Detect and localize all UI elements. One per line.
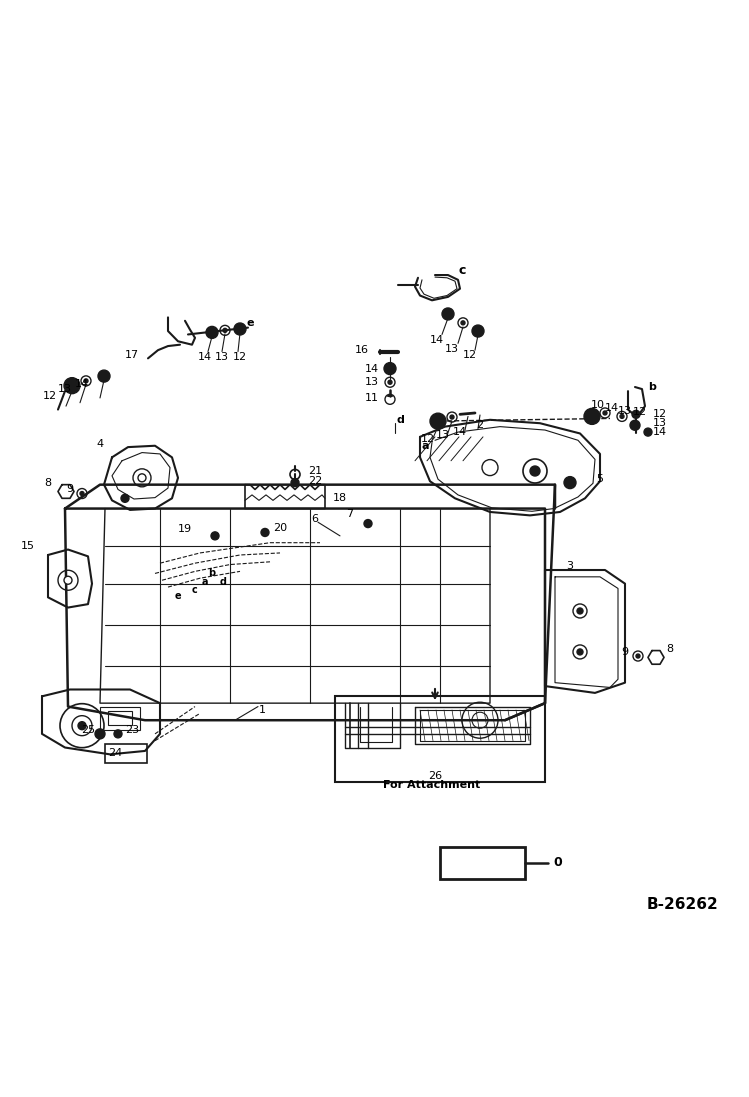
Text: 0: 0 xyxy=(554,857,562,870)
Circle shape xyxy=(234,323,246,335)
Text: 14: 14 xyxy=(75,380,89,389)
Text: 4: 4 xyxy=(97,439,103,449)
Circle shape xyxy=(78,722,86,730)
Text: 14: 14 xyxy=(605,403,619,412)
Text: 13: 13 xyxy=(58,384,72,394)
Circle shape xyxy=(644,428,652,437)
Text: 6: 6 xyxy=(312,513,318,523)
Circle shape xyxy=(461,320,465,325)
Circle shape xyxy=(577,649,583,655)
Text: 23: 23 xyxy=(125,725,139,735)
Text: 8: 8 xyxy=(44,478,52,488)
Circle shape xyxy=(80,491,84,496)
Text: c: c xyxy=(458,264,466,278)
Text: 16: 16 xyxy=(355,346,369,355)
Text: 5: 5 xyxy=(596,474,604,484)
Text: 12: 12 xyxy=(43,391,57,400)
Bar xyxy=(108,711,132,725)
Text: 26: 26 xyxy=(428,771,442,781)
Text: 13: 13 xyxy=(653,418,667,428)
Text: d: d xyxy=(219,577,226,587)
Text: For Attachment: For Attachment xyxy=(383,780,481,790)
Text: 13: 13 xyxy=(365,377,379,387)
Circle shape xyxy=(121,495,129,502)
Circle shape xyxy=(584,408,600,425)
Circle shape xyxy=(95,728,105,739)
Bar xyxy=(105,744,147,764)
Circle shape xyxy=(384,363,396,374)
Text: 14: 14 xyxy=(430,335,444,344)
Text: 13: 13 xyxy=(436,430,450,440)
Circle shape xyxy=(577,608,583,614)
Text: 13: 13 xyxy=(215,352,229,362)
Circle shape xyxy=(261,529,269,536)
Text: 12: 12 xyxy=(233,352,247,362)
Circle shape xyxy=(450,415,454,419)
Circle shape xyxy=(64,576,72,585)
Circle shape xyxy=(223,328,227,332)
Circle shape xyxy=(388,381,392,384)
Text: 18: 18 xyxy=(333,494,347,504)
Circle shape xyxy=(138,474,146,482)
Text: a: a xyxy=(421,441,428,451)
Circle shape xyxy=(211,532,219,540)
Text: 8: 8 xyxy=(667,644,673,654)
Circle shape xyxy=(636,654,640,658)
Text: 10: 10 xyxy=(591,399,605,410)
Text: 25: 25 xyxy=(81,725,95,735)
Text: c: c xyxy=(192,586,198,596)
Text: 12: 12 xyxy=(633,407,647,417)
Circle shape xyxy=(442,308,454,320)
Circle shape xyxy=(472,325,484,337)
Text: 17: 17 xyxy=(125,350,139,360)
Circle shape xyxy=(603,411,607,415)
Text: 15: 15 xyxy=(21,541,35,551)
Text: 7: 7 xyxy=(347,509,354,519)
Text: 2: 2 xyxy=(476,420,484,430)
Text: 19: 19 xyxy=(178,524,192,534)
Text: 21: 21 xyxy=(308,466,322,476)
Text: 12: 12 xyxy=(653,409,667,419)
Circle shape xyxy=(620,415,624,418)
Bar xyxy=(335,697,545,782)
Circle shape xyxy=(632,410,640,418)
Text: 11: 11 xyxy=(365,393,379,403)
Text: e: e xyxy=(175,591,181,601)
Circle shape xyxy=(564,476,576,488)
Circle shape xyxy=(364,520,372,528)
Bar xyxy=(100,706,140,731)
Text: 13: 13 xyxy=(445,343,459,354)
Circle shape xyxy=(291,478,299,487)
Circle shape xyxy=(206,327,218,338)
Text: 12: 12 xyxy=(421,434,435,444)
Text: a: a xyxy=(201,577,208,587)
Text: 12: 12 xyxy=(463,350,477,360)
Text: 1: 1 xyxy=(258,705,265,715)
Text: 9: 9 xyxy=(67,485,73,495)
Bar xyxy=(440,847,525,880)
Text: 20: 20 xyxy=(273,522,287,533)
Text: e: e xyxy=(246,318,254,328)
Text: 22: 22 xyxy=(308,476,322,486)
Text: 3: 3 xyxy=(566,561,574,570)
Circle shape xyxy=(430,414,446,429)
Circle shape xyxy=(530,466,540,476)
Text: d: d xyxy=(396,415,404,425)
Text: 14: 14 xyxy=(365,363,379,374)
Text: 14: 14 xyxy=(198,352,212,362)
Text: b: b xyxy=(648,382,656,392)
Text: B-26262: B-26262 xyxy=(646,897,718,912)
Text: 24: 24 xyxy=(108,748,122,758)
Circle shape xyxy=(84,378,88,383)
Circle shape xyxy=(98,370,110,382)
Circle shape xyxy=(64,377,80,394)
Text: b: b xyxy=(208,568,216,578)
Circle shape xyxy=(114,730,122,738)
Text: 14: 14 xyxy=(653,427,667,437)
Text: 13: 13 xyxy=(618,406,632,416)
Text: 14: 14 xyxy=(453,427,467,437)
Circle shape xyxy=(630,420,640,430)
Text: 9: 9 xyxy=(622,647,628,657)
